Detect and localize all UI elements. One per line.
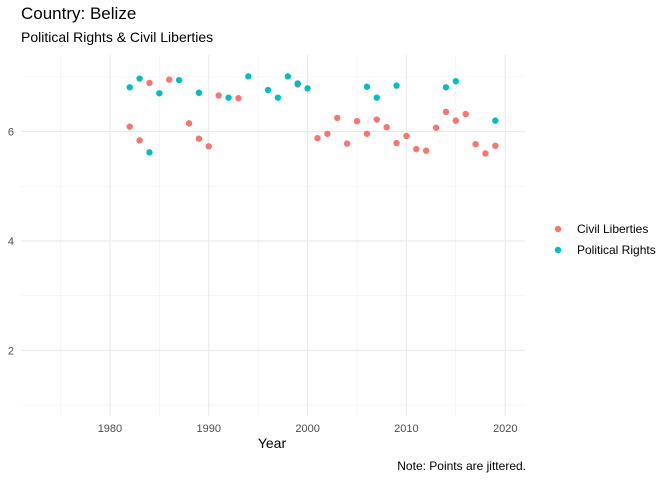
data-point-political-rights (245, 73, 252, 80)
data-point-political-rights (452, 78, 460, 85)
data-point-civil-liberties (472, 140, 479, 148)
data-point-civil-liberties (195, 135, 203, 142)
data-point-civil-liberties (403, 132, 410, 140)
data-point-civil-liberties (205, 143, 212, 150)
data-point-political-rights (393, 82, 400, 89)
x-tick-label: 1980 (98, 423, 122, 435)
data-point-political-rights (373, 94, 380, 101)
chart-title: Country: Belize (21, 4, 137, 23)
data-point-civil-liberties (482, 150, 489, 157)
data-point-civil-liberties (432, 124, 440, 131)
legend-item-civil-liberties: Civil Liberties (554, 222, 648, 236)
x-tick-label: 2020 (493, 423, 517, 435)
major-gridlines (21, 55, 525, 416)
y-tick-label: 6 (8, 127, 14, 139)
data-point-political-rights (136, 75, 143, 82)
legend-label-political-rights: Political Rights (577, 243, 656, 257)
data-points (126, 73, 499, 157)
minor-gridlines (21, 55, 525, 416)
data-point-political-rights (156, 90, 163, 97)
data-point-political-rights (492, 117, 499, 124)
chart-caption: Note: Points are jittered. (397, 459, 526, 473)
data-point-civil-liberties (235, 95, 242, 102)
data-point-civil-liberties (383, 124, 390, 131)
data-point-civil-liberties (363, 130, 371, 137)
legend-label-civil-liberties: Civil Liberties (577, 222, 648, 236)
data-point-civil-liberties (393, 139, 400, 147)
legend-item-political-rights: Political Rights (554, 243, 656, 257)
legend: Civil Liberties Political Rights (554, 222, 656, 257)
data-point-civil-liberties (324, 130, 331, 137)
data-point-civil-liberties (452, 117, 460, 124)
data-point-political-rights (274, 94, 282, 101)
data-point-civil-liberties (146, 79, 153, 87)
data-point-political-rights (442, 84, 450, 91)
data-point-political-rights (363, 83, 371, 90)
data-point-political-rights (126, 84, 133, 91)
legend-key-civil-liberties (554, 225, 562, 233)
data-point-political-rights (264, 86, 272, 94)
y-tick-label: 4 (8, 236, 14, 248)
y-axis-tick-labels: 2 4 6 (8, 127, 14, 358)
data-point-civil-liberties (422, 147, 430, 154)
y-tick-label: 2 (8, 345, 14, 357)
data-point-civil-liberties (343, 140, 351, 147)
data-point-civil-liberties (413, 145, 420, 153)
data-point-political-rights (304, 85, 311, 92)
x-axis-tick-labels: 1980 1990 2000 2010 2020 (98, 423, 518, 435)
data-point-political-rights (284, 73, 292, 80)
data-point-civil-liberties (314, 134, 321, 142)
data-point-political-rights (225, 94, 232, 101)
data-point-civil-liberties (442, 108, 450, 116)
x-tick-label: 2000 (295, 423, 319, 435)
data-point-civil-liberties (166, 76, 173, 83)
data-point-political-rights (146, 149, 153, 156)
data-point-civil-liberties (492, 142, 499, 149)
data-point-civil-liberties (136, 137, 143, 144)
data-point-civil-liberties (462, 110, 469, 118)
x-axis-title: Year (258, 435, 287, 451)
data-point-political-rights (294, 80, 301, 87)
data-point-civil-liberties (126, 123, 133, 130)
data-point-civil-liberties (215, 92, 222, 99)
legend-key-political-rights (554, 246, 562, 254)
data-point-political-rights (175, 76, 183, 84)
x-tick-label: 1990 (197, 423, 221, 435)
data-point-civil-liberties (334, 114, 341, 122)
x-tick-label: 2010 (394, 423, 418, 435)
data-point-civil-liberties (373, 116, 380, 123)
data-point-civil-liberties (185, 120, 193, 127)
data-point-political-rights (195, 89, 203, 96)
data-point-civil-liberties (353, 117, 361, 125)
chart-subtitle: Political Rights & Civil Liberties (21, 29, 214, 45)
